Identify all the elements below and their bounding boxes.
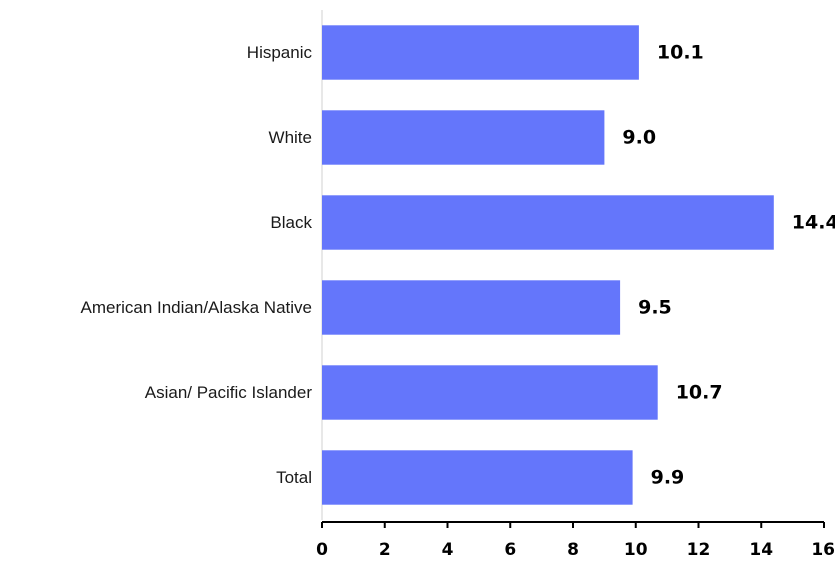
x-tick-label: 10: [624, 540, 648, 560]
value-label: 10.1: [657, 42, 704, 64]
category-label: Asian/ Pacific Islander: [145, 383, 313, 402]
value-label: 10.7: [676, 382, 723, 404]
bar: [322, 280, 621, 335]
category-label: Hispanic: [247, 43, 313, 62]
category-label: Total: [276, 468, 312, 487]
category-label: Black: [270, 213, 312, 232]
bar: [322, 110, 605, 165]
bar: [322, 25, 639, 80]
x-tick-label: 14: [749, 540, 773, 560]
category-labels: Hispanic White Black American Indian/Alaska…: [80, 43, 312, 487]
x-tick-label: 8: [567, 540, 579, 560]
value-label: 9.9: [651, 467, 685, 489]
value-label: 9.0: [622, 127, 656, 149]
category-label: American Indian/Alaska Native: [80, 298, 312, 317]
category-label: White: [269, 128, 312, 147]
bar: [322, 195, 774, 250]
x-tick-label: 0: [316, 540, 328, 560]
bar: [322, 365, 658, 420]
x-tick-label: 4: [442, 540, 454, 560]
value-labels: 10.1 9.0 14.4 9.5 10.7 9.9: [622, 42, 835, 489]
value-label: 14.4: [792, 212, 835, 234]
value-label: 9.5: [638, 297, 672, 319]
x-axis-tick-labels: 0 2 4 6 8 10 12 14 16: [316, 540, 835, 560]
x-tick-label: 2: [379, 540, 391, 560]
x-axis-ticks: [321, 522, 825, 528]
bars-group: [322, 25, 774, 505]
x-tick-label: 6: [504, 540, 516, 560]
x-tick-label: 12: [687, 540, 711, 560]
x-tick-label: 16: [811, 540, 835, 560]
bar: [322, 450, 633, 505]
